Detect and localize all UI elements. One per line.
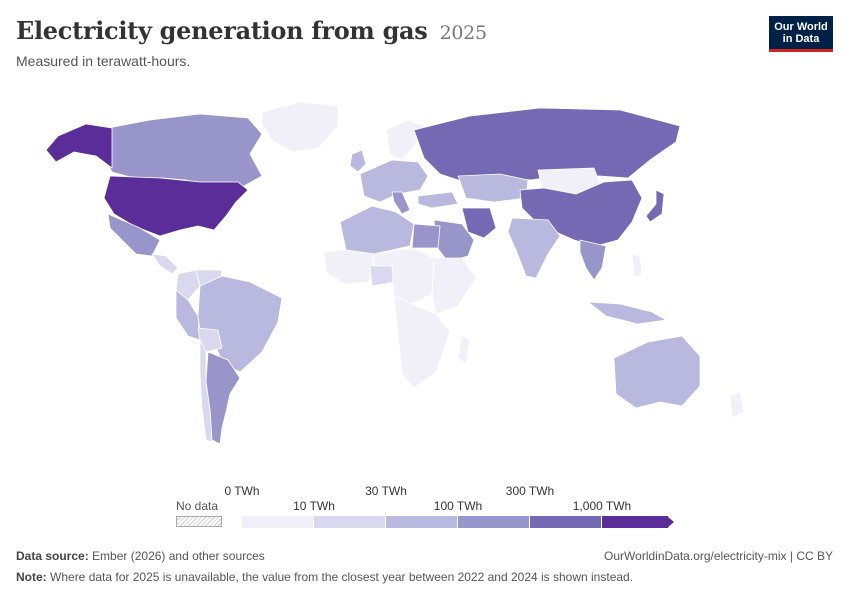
legend-bin-2[interactable] (314, 516, 386, 528)
title-text: Electricity generation from gas (16, 16, 428, 45)
title-year: 2025 (439, 22, 487, 44)
legend-bin-4[interactable] (458, 516, 530, 528)
region-russia[interactable] (413, 107, 681, 183)
region-united-kingdom[interactable] (349, 149, 367, 173)
legend-tick-100: 100 TWh (433, 499, 483, 513)
region-chile[interactable] (199, 339, 213, 443)
legend-no-data-label: No data (176, 499, 219, 513)
legend-no-data-swatch (176, 516, 222, 527)
legend-tick-1000: 1,000 TWh (572, 499, 632, 513)
legend-arrow-icon (667, 516, 674, 528)
legend-tick-300: 300 TWh (505, 484, 555, 498)
source-url-link[interactable]: OurWorldinData.org/electricity-mix | CC … (604, 549, 833, 563)
logo-line-1: Our World (774, 21, 828, 33)
chart-subtitle: Measured in terawatt-hours. (16, 53, 191, 69)
region-greenland[interactable] (261, 101, 339, 153)
legend-bin-5[interactable] (530, 516, 602, 528)
region-italy[interactable] (391, 191, 411, 215)
region-indonesia[interactable] (587, 301, 667, 325)
region-canada[interactable] (101, 113, 263, 187)
region-nigeria[interactable] (369, 263, 395, 287)
region-central-america[interactable] (151, 253, 179, 275)
logo-line-2: in Data (782, 33, 820, 45)
legend-bin-6[interactable] (602, 516, 668, 528)
region-australia[interactable] (613, 335, 701, 409)
legend-bin-3[interactable] (386, 516, 458, 528)
data-source-label: Data source: (16, 549, 89, 563)
region-egypt[interactable] (411, 223, 441, 249)
region-philippines[interactable] (631, 253, 643, 279)
region-colombia[interactable] (175, 269, 201, 301)
region-western-europe[interactable] (359, 159, 429, 203)
region-alaska[interactable] (45, 123, 113, 169)
region-iran[interactable] (461, 207, 497, 239)
region-southeast-asia[interactable] (579, 239, 607, 281)
region-united-states[interactable] (103, 175, 249, 237)
region-mexico[interactable] (107, 213, 161, 257)
world-map[interactable] (0, 90, 850, 470)
region-kazakhstan[interactable] (457, 173, 529, 203)
legend-bin-1[interactable] (242, 516, 314, 528)
legend-tick-0: 0 TWh (224, 484, 260, 498)
chart-title: Electricity generation from gas 2025 (16, 16, 487, 45)
region-turkey[interactable] (417, 191, 459, 209)
data-source-text: Ember (2026) and other sources (92, 549, 265, 563)
region-bolivia[interactable] (197, 327, 223, 353)
region-madagascar[interactable] (457, 335, 471, 365)
region-new-zealand[interactable] (729, 391, 745, 419)
note-label: Note: (16, 570, 47, 584)
legend-tick-30: 30 TWh (365, 484, 407, 498)
owid-logo[interactable]: Our World in Data (769, 16, 833, 52)
note-text: Where data for 2025 is unavailable, the … (50, 570, 634, 584)
region-southern-africa[interactable] (393, 295, 451, 389)
region-east-africa[interactable] (431, 257, 477, 315)
data-source: Data source: Ember (2026) and other sour… (16, 549, 265, 563)
legend-tick-10: 10 TWh (293, 499, 335, 513)
chart-note: Note: Where data for 2025 is unavailable… (16, 570, 633, 584)
region-west-africa[interactable] (323, 249, 375, 285)
region-india[interactable] (507, 217, 561, 279)
region-japan[interactable] (645, 189, 665, 223)
